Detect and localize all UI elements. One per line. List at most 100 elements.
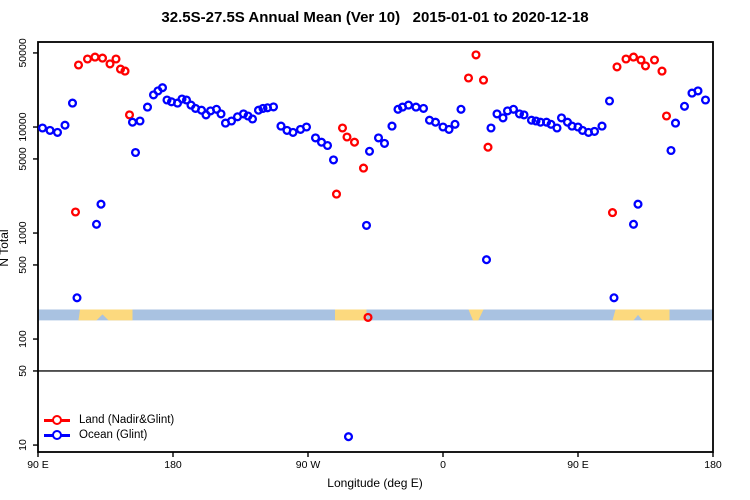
data-point-ocean bbox=[127, 117, 138, 127]
data-point-ocean bbox=[456, 104, 466, 114]
legend-row-ocean: Ocean (Glint) bbox=[44, 428, 174, 443]
y-tick-label: 50000 bbox=[17, 38, 29, 67]
data-point-ocean bbox=[444, 124, 454, 134]
data-point-ocean bbox=[679, 101, 690, 111]
data-point-ocean bbox=[276, 121, 286, 131]
y-tick-label: 1000 bbox=[17, 221, 29, 245]
data-point-ocean bbox=[508, 104, 519, 114]
plot-border bbox=[37, 41, 714, 453]
legend-label-land: Land (Nadir&Glint) bbox=[79, 414, 175, 426]
data-point-land bbox=[628, 52, 639, 62]
data-point-ocean bbox=[514, 109, 525, 119]
data-point-ocean bbox=[96, 199, 106, 209]
data-point-ocean bbox=[258, 103, 268, 113]
data-point-ocean bbox=[196, 105, 207, 115]
data-point-ocean bbox=[361, 220, 372, 230]
data-point-ocean bbox=[403, 100, 414, 110]
data-point-ocean bbox=[670, 118, 681, 128]
data-point-ocean bbox=[91, 219, 102, 229]
x-tick-label: 90 E bbox=[567, 459, 589, 471]
ocean-series-marker-icon bbox=[44, 430, 70, 441]
legend-row-land: Land (Nadir&Glint) bbox=[44, 413, 174, 428]
data-point-land bbox=[331, 189, 342, 199]
chart-title: 32.5S-27.5S Annual Mean (Ver 10) 2015-01… bbox=[161, 9, 589, 26]
data-point-land bbox=[478, 75, 489, 85]
data-point-ocean bbox=[666, 145, 676, 156]
data-point-ocean bbox=[67, 98, 78, 108]
data-point-ocean bbox=[343, 432, 354, 442]
data-point-ocean bbox=[526, 115, 537, 125]
data-point-ocean bbox=[492, 109, 502, 119]
data-point-ocean bbox=[45, 125, 55, 135]
data-point-ocean bbox=[72, 293, 82, 303]
data-point-ocean bbox=[450, 119, 460, 129]
data-point-ocean bbox=[589, 126, 600, 136]
data-point-ocean bbox=[628, 219, 639, 229]
data-point-ocean bbox=[379, 138, 390, 148]
y-axis-title: N Total bbox=[0, 229, 11, 266]
data-point-ocean bbox=[556, 113, 567, 123]
x-axis-title: Longitude (deg E) bbox=[327, 476, 423, 490]
data-point-ocean bbox=[211, 104, 222, 114]
data-point-ocean bbox=[268, 102, 279, 112]
data-point-ocean bbox=[387, 121, 397, 131]
x-tick-label: 90 E bbox=[27, 459, 49, 471]
data-point-land bbox=[90, 52, 100, 62]
data-point-ocean bbox=[604, 96, 615, 106]
data-point-ocean bbox=[519, 110, 529, 120]
data-point-ocean bbox=[142, 102, 153, 112]
data-point-land bbox=[483, 142, 493, 152]
data-point-land bbox=[115, 64, 126, 74]
data-point-land bbox=[111, 54, 121, 64]
y-tick-label: 100 bbox=[17, 330, 29, 348]
data-point-land bbox=[337, 123, 348, 133]
surface-band-land-segment bbox=[468, 309, 484, 321]
data-point-land bbox=[82, 54, 93, 64]
data-point-ocean bbox=[633, 199, 643, 209]
data-point-ocean bbox=[430, 117, 441, 127]
data-point-land bbox=[463, 73, 474, 83]
data-point-land bbox=[70, 207, 81, 217]
y-tick-label: 500 bbox=[17, 256, 29, 274]
data-point-ocean bbox=[481, 255, 492, 265]
data-point-ocean bbox=[247, 114, 258, 124]
data-point-land bbox=[363, 312, 373, 322]
data-point-ocean bbox=[226, 116, 237, 126]
data-point-land bbox=[621, 54, 631, 64]
data-point-land bbox=[73, 60, 84, 70]
data-point-land bbox=[657, 66, 667, 76]
data-point-land bbox=[120, 66, 130, 76]
data-point-ocean bbox=[328, 155, 339, 165]
data-point-ocean bbox=[486, 123, 496, 133]
data-point-ocean bbox=[411, 102, 421, 112]
data-point-land bbox=[358, 163, 369, 173]
y-tick-label: 5000 bbox=[17, 147, 29, 171]
data-point-ocean bbox=[364, 146, 375, 156]
y-tick-label: 10000 bbox=[17, 112, 29, 141]
data-point-ocean bbox=[373, 133, 384, 143]
x-tick-label: 180 bbox=[164, 459, 182, 471]
data-point-ocean bbox=[130, 147, 141, 158]
data-point-ocean bbox=[253, 105, 264, 115]
data-point-ocean bbox=[700, 95, 711, 105]
data-point-ocean bbox=[531, 116, 541, 126]
data-point-ocean bbox=[310, 133, 321, 143]
y-tick-label: 50 bbox=[17, 365, 29, 377]
data-point-ocean bbox=[693, 86, 703, 96]
data-point-ocean bbox=[52, 127, 63, 137]
data-point-ocean bbox=[157, 83, 168, 93]
data-point-land bbox=[640, 61, 651, 71]
data-point-land bbox=[97, 53, 108, 63]
land-series-marker-icon bbox=[44, 415, 70, 426]
data-point-ocean bbox=[552, 123, 562, 133]
data-point-land bbox=[342, 132, 352, 142]
data-point-land bbox=[612, 62, 622, 72]
x-tick-label: 90 W bbox=[296, 459, 321, 471]
data-point-ocean bbox=[288, 127, 298, 137]
y-tick-label: 10 bbox=[17, 439, 29, 451]
data-point-land bbox=[471, 50, 481, 60]
data-point-ocean bbox=[597, 121, 607, 131]
data-point-ocean bbox=[60, 120, 70, 130]
